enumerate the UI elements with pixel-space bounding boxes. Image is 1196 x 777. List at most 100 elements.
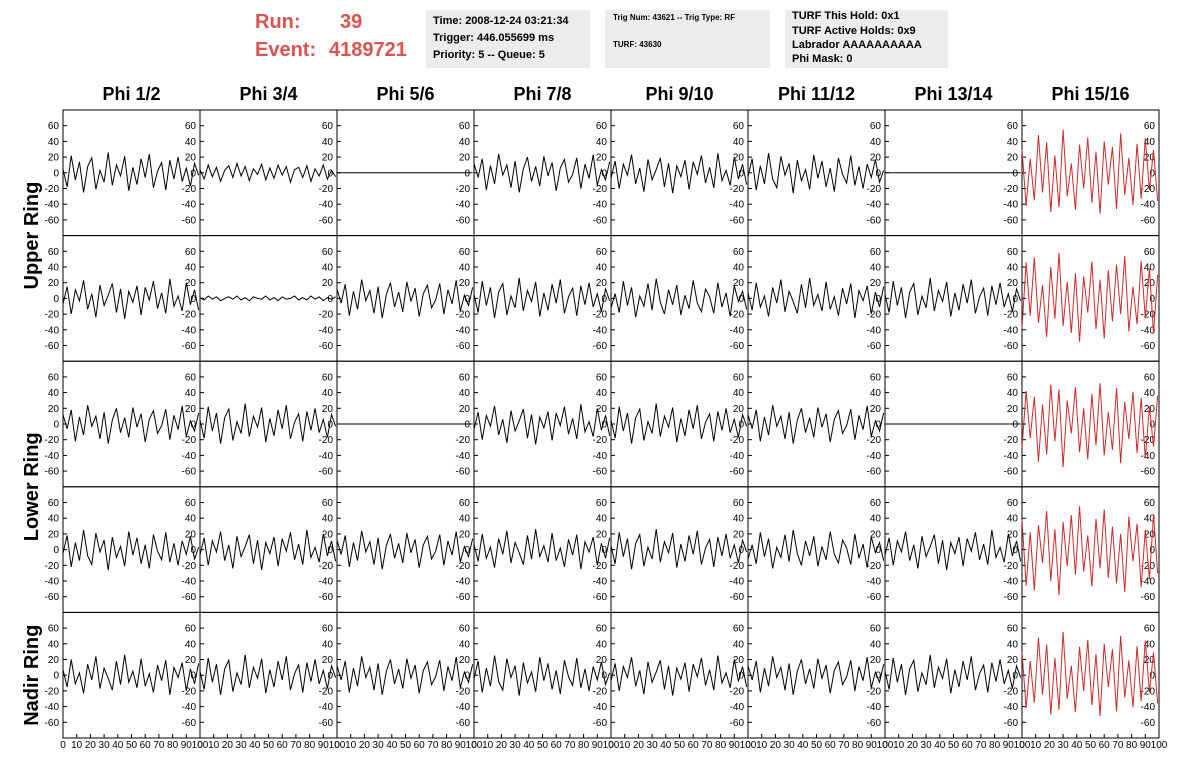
waveform <box>747 405 885 444</box>
x-tick-label: 20 <box>907 740 919 751</box>
y-tick-label: -20 <box>456 561 471 572</box>
y-tick-label: 40 <box>1007 137 1019 148</box>
y-tick-label: 0 <box>601 420 607 431</box>
y-tick-label: -20 <box>319 435 334 446</box>
x-tick-label: 0 <box>745 740 751 751</box>
y-tick-label: 20 <box>48 529 60 540</box>
y-tick-label: -40 <box>867 702 882 713</box>
y-tick-label: -20 <box>730 561 745 572</box>
y-tick-label: 20 <box>185 655 197 666</box>
y-tick-label: 20 <box>48 404 60 415</box>
y-tick-label: -20 <box>730 184 745 195</box>
y-tick-label: 60 <box>322 247 334 258</box>
x-tick-label: 70 <box>975 740 987 751</box>
y-tick-label: 0 <box>738 545 744 556</box>
waveform <box>1021 383 1159 468</box>
y-tick-label: 40 <box>185 137 197 148</box>
y-tick-label: 40 <box>1007 639 1019 650</box>
x-tick-label: 100 <box>1014 740 1031 751</box>
x-tick-label: 70 <box>290 740 302 751</box>
y-tick-label: -60 <box>182 718 197 729</box>
y-tick-label: 60 <box>870 372 882 383</box>
x-tick-label: 0 <box>882 740 888 751</box>
y-tick-label: 0 <box>601 168 607 179</box>
y-tick-label: -60 <box>730 215 745 226</box>
y-tick-label: 0 <box>1149 420 1155 431</box>
y-tick-label: 0 <box>875 294 881 305</box>
info-box <box>785 10 948 68</box>
waveform <box>1021 129 1159 214</box>
y-tick-label: -60 <box>319 592 334 603</box>
y-tick-label: -60 <box>1141 592 1156 603</box>
y-tick-label: 20 <box>1007 278 1019 289</box>
y-tick-label: 60 <box>48 121 60 132</box>
y-tick-label: 40 <box>733 137 745 148</box>
y-tick-label: -40 <box>456 325 471 336</box>
y-tick-label: 40 <box>733 639 745 650</box>
y-tick-label: -60 <box>593 467 608 478</box>
y-tick-label: -40 <box>1004 200 1019 211</box>
y-tick-label: 60 <box>733 247 745 258</box>
y-tick-label: 60 <box>733 498 745 509</box>
waveform <box>747 529 885 569</box>
column-label: Phi 13/14 <box>914 84 992 104</box>
y-tick-label: -20 <box>456 686 471 697</box>
y-tick-label: 40 <box>459 137 471 148</box>
y-tick-label: 20 <box>185 529 197 540</box>
y-tick-label: 20 <box>322 404 334 415</box>
x-tick-label: 40 <box>1071 740 1083 751</box>
y-tick-label: 60 <box>322 624 334 635</box>
y-tick-label: 60 <box>1007 372 1019 383</box>
y-tick-label: -40 <box>45 325 60 336</box>
panel-frame <box>1021 360 1160 488</box>
waveform <box>336 530 474 570</box>
y-tick-label: 40 <box>322 514 334 525</box>
y-tick-label: -20 <box>319 310 334 321</box>
row-label: Nadir Ring <box>21 625 43 726</box>
x-tick-label: 100 <box>329 740 346 751</box>
y-tick-label: -60 <box>1004 215 1019 226</box>
x-tick-label: 30 <box>1058 740 1070 751</box>
y-tick-label: 60 <box>1007 247 1019 258</box>
y-tick-label: 40 <box>870 137 882 148</box>
y-tick-label: 40 <box>733 388 745 399</box>
y-tick-label: -20 <box>867 561 882 572</box>
y-tick-label: 60 <box>870 498 882 509</box>
column-label: Phi 5/6 <box>376 84 434 104</box>
y-tick-label: 40 <box>48 514 60 525</box>
y-tick-label: -60 <box>182 341 197 352</box>
x-tick-label: 20 <box>85 740 97 751</box>
y-tick-label: -60 <box>456 215 471 226</box>
y-tick-label: 20 <box>322 655 334 666</box>
y-tick-label: 20 <box>459 655 471 666</box>
y-tick-label: -20 <box>456 184 471 195</box>
y-tick-label: 60 <box>459 121 471 132</box>
y-tick-label: -20 <box>182 435 197 446</box>
y-tick-label: 0 <box>601 545 607 556</box>
y-tick-label: 40 <box>1144 137 1156 148</box>
x-tick-label: 30 <box>647 740 659 751</box>
x-tick-label: 40 <box>660 740 672 751</box>
y-tick-label: -20 <box>45 184 60 195</box>
y-tick-label: -40 <box>730 577 745 588</box>
x-tick-label: 10 <box>345 740 357 751</box>
y-tick-label: 40 <box>48 137 60 148</box>
y-tick-label: -20 <box>319 184 334 195</box>
waveform <box>884 529 1022 571</box>
y-tick-label: -60 <box>593 215 608 226</box>
y-tick-label: 20 <box>1007 153 1019 164</box>
y-tick-label: 60 <box>459 624 471 635</box>
x-tick-label: 100 <box>740 740 757 751</box>
x-tick-label: 80 <box>578 740 590 751</box>
x-tick-label: 20 <box>1044 740 1056 751</box>
y-tick-label: 60 <box>322 498 334 509</box>
y-tick-label: -20 <box>319 686 334 697</box>
y-tick-label: 20 <box>1007 529 1019 540</box>
waveform <box>884 654 1022 695</box>
y-tick-label: -20 <box>730 686 745 697</box>
y-tick-label: 40 <box>48 388 60 399</box>
y-tick-label: 60 <box>48 498 60 509</box>
panel-frame <box>1021 109 1160 237</box>
x-tick-label: 90 <box>1003 740 1015 751</box>
x-tick-label: 20 <box>222 740 234 751</box>
